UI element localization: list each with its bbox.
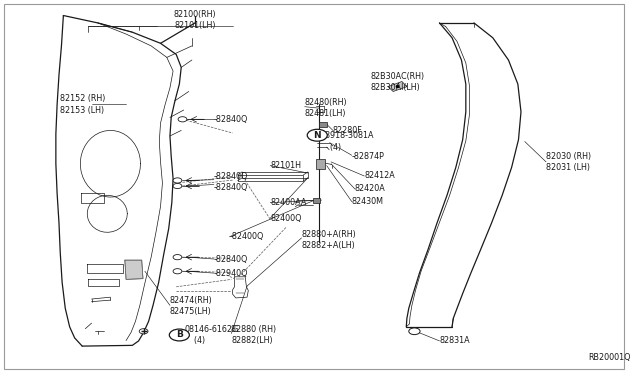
Text: -82840Q: -82840Q [214,115,248,124]
Text: 82152 (RH)
82153 (LH): 82152 (RH) 82153 (LH) [60,94,106,115]
Text: 82412A: 82412A [364,171,395,180]
Polygon shape [388,81,407,92]
Circle shape [307,129,327,141]
Text: 82400Q: 82400Q [270,214,301,223]
Circle shape [173,183,182,189]
Text: 08918-3081A
    (4): 08918-3081A (4) [321,131,374,151]
Text: -82840Q
-82840Q: -82840Q -82840Q [214,172,248,192]
Polygon shape [316,159,324,169]
Polygon shape [125,260,143,279]
Text: 82880+A(RH)
82882+A(LH): 82880+A(RH) 82882+A(LH) [301,230,356,250]
Circle shape [140,329,148,334]
Text: -82874P: -82874P [352,152,385,161]
Polygon shape [319,122,327,127]
Text: 82100(RH)
82101(LH): 82100(RH) 82101(LH) [173,10,216,31]
Text: RB20001Q: RB20001Q [589,353,631,362]
Polygon shape [313,198,321,203]
Circle shape [173,269,182,274]
Text: 82430M: 82430M [352,197,384,206]
Text: 82400AA: 82400AA [270,198,307,207]
Circle shape [409,328,420,335]
Text: 82831A: 82831A [440,336,470,346]
Text: 08146-6162G
    (4): 08146-6162G (4) [184,325,239,345]
Text: 82030 (RH)
82031 (LH): 82030 (RH) 82031 (LH) [546,152,591,172]
Text: 82B30AC(RH)
82B30AI(LH): 82B30AC(RH) 82B30AI(LH) [371,72,425,92]
Text: -82840Q: -82840Q [214,254,248,263]
Text: 82474(RH)
82475(LH): 82474(RH) 82475(LH) [170,296,212,317]
Text: 82280F: 82280F [333,126,363,135]
Text: -82400Q: -82400Q [230,232,264,241]
Circle shape [170,329,189,341]
Circle shape [173,254,182,260]
Text: 82480(RH)
82481(LH): 82480(RH) 82481(LH) [305,98,348,118]
Text: N: N [314,131,321,140]
Text: 82880 (RH)
82882(LH): 82880 (RH) 82882(LH) [232,325,276,345]
Circle shape [178,117,187,122]
Text: B: B [176,330,183,340]
Circle shape [173,178,182,183]
Text: 82101H: 82101H [270,161,301,170]
Text: 82420A: 82420A [355,185,386,193]
Text: -82940Q: -82940Q [214,269,248,278]
